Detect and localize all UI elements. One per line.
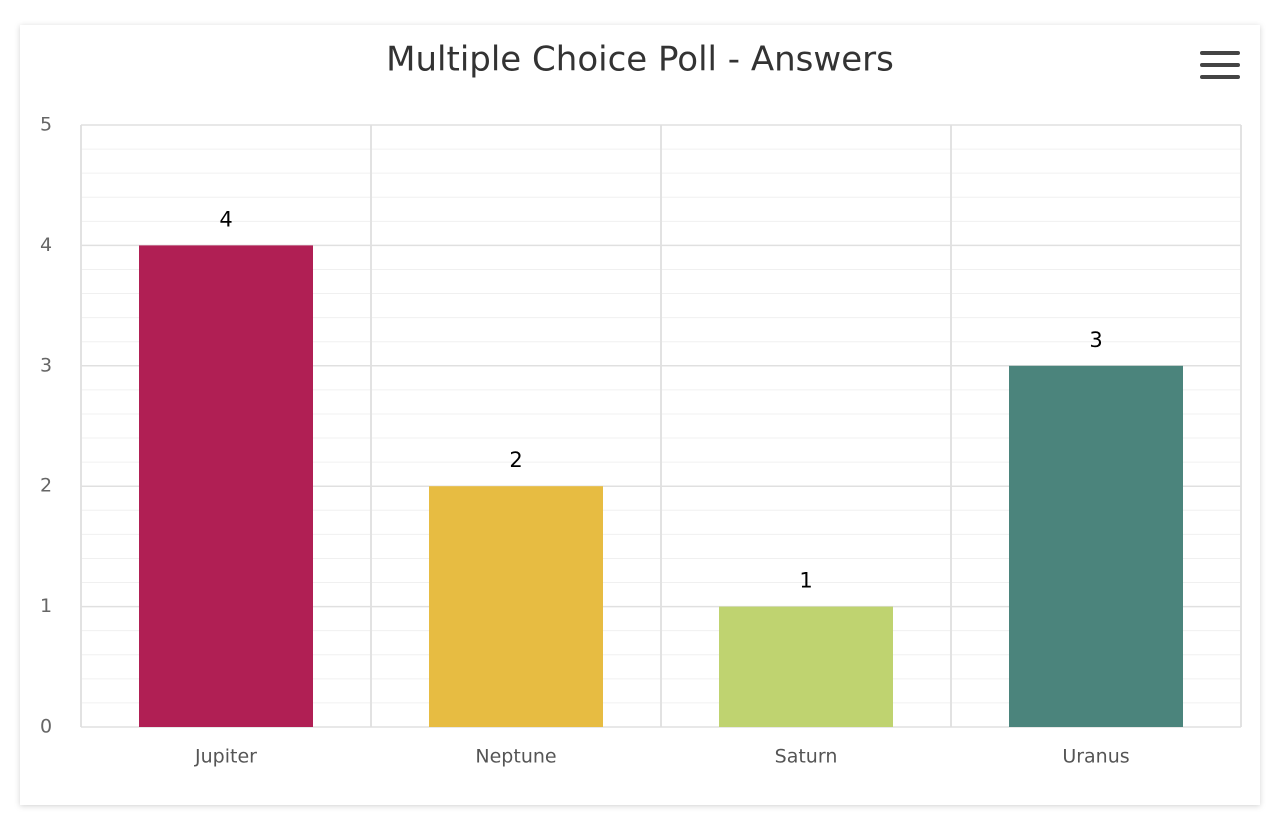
x-tick-label: Uranus <box>1062 746 1129 768</box>
y-tick-label: 4 <box>40 234 52 256</box>
x-tick-label: Jupiter <box>194 746 257 768</box>
chart-title: Multiple Choice Poll - Answers <box>386 40 894 80</box>
y-tick-label: 0 <box>40 716 52 738</box>
data-label: 4 <box>219 207 232 231</box>
bar <box>429 486 603 727</box>
bar <box>139 245 313 727</box>
x-tick-label: Saturn <box>775 746 838 768</box>
menu-button[interactable] <box>1200 51 1240 79</box>
bar <box>1009 365 1183 727</box>
y-tick-label: 5 <box>40 114 52 136</box>
data-label: 3 <box>1089 328 1102 352</box>
y-tick-label: 3 <box>40 354 52 376</box>
x-tick-label: Neptune <box>475 746 556 768</box>
data-label: 1 <box>799 569 812 593</box>
y-tick-label: 2 <box>40 475 52 497</box>
plot: 0 1 2 3 4 5 Jupiter 4 Neptune 2 Saturn 1 Uranus 3 <box>40 114 1183 768</box>
bar <box>719 606 893 727</box>
y-tick-label: 1 <box>40 595 52 617</box>
data-label: 2 <box>509 448 522 472</box>
